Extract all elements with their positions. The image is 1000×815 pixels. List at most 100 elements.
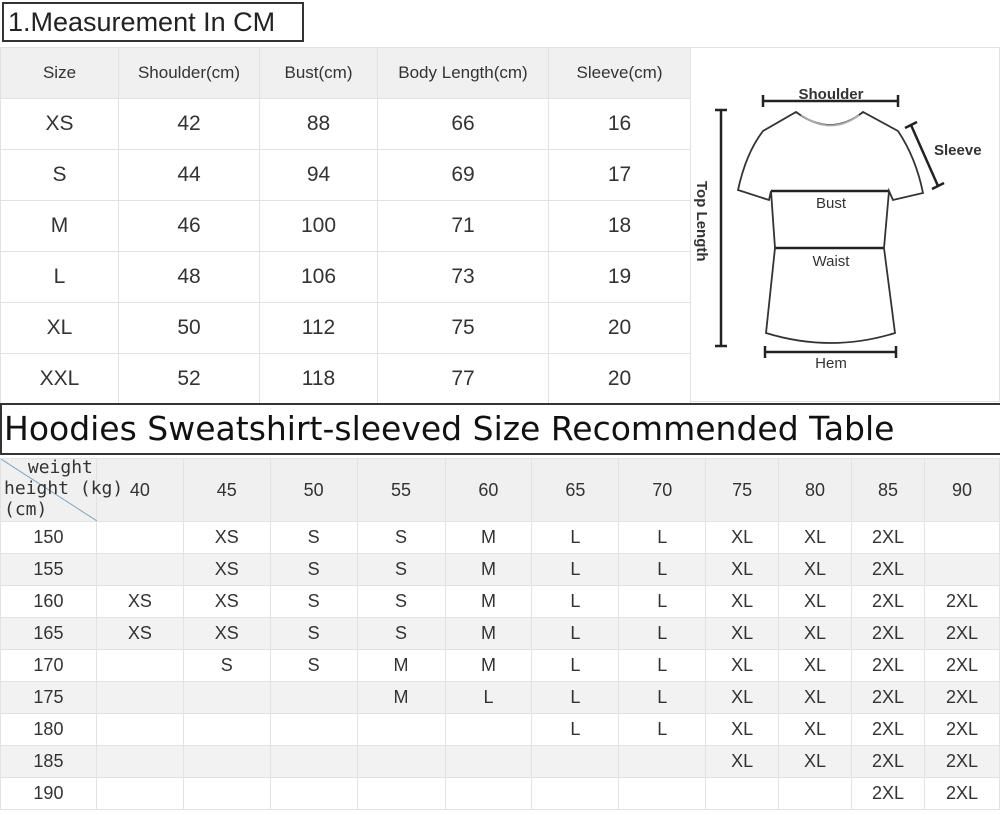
size-cell: L — [618, 585, 707, 618]
size-cell — [269, 777, 358, 810]
size-cell — [95, 649, 184, 682]
size-cell: S — [182, 649, 271, 682]
size-cell: XL — [705, 585, 780, 618]
measurement-cell: 75 — [377, 302, 549, 354]
size-cell: 2XL — [923, 745, 1000, 778]
size-cell: XL — [705, 649, 780, 682]
size-cell: XL — [705, 713, 780, 746]
size-cell: XL — [778, 553, 853, 586]
corner-cm-label: (cm) — [4, 499, 48, 520]
size-cell: 2XL — [851, 617, 925, 650]
weight-header-cell: 45 — [182, 458, 271, 522]
tshirt-measurement-diagram: Shoulder Sleeve Bust Waist Hem Top Lengt… — [690, 47, 1000, 402]
size-cell: S — [269, 649, 358, 682]
height-cell: 155 — [0, 553, 97, 586]
size-cell: S — [356, 553, 446, 586]
size-cell: M — [356, 649, 446, 682]
measurement-cell: 20 — [548, 353, 691, 405]
size-cell: 2XL — [923, 617, 1000, 650]
size-cell — [95, 745, 184, 778]
table-row: 150 XS S S M L L XL XL 2XL — [0, 521, 1000, 554]
size-cell: L — [531, 713, 620, 746]
column-header: Bust(cm) — [259, 47, 378, 99]
size-cell: 2XL — [851, 649, 925, 682]
weight-header-cell: 55 — [356, 458, 446, 522]
size-cell: XL — [778, 681, 853, 714]
weight-header-cell: 70 — [618, 458, 707, 522]
measurement-cell: 69 — [377, 149, 549, 201]
weight-header-cell: 85 — [851, 458, 925, 522]
size-cell: S — [0, 149, 119, 201]
table-row: 155 XS S S M L L XL XL 2XL — [0, 553, 1000, 586]
table-row: 185 XL XL 2XL 2XL — [0, 745, 1000, 778]
table-row: 165 XS XS S S M L L XL XL 2XL 2XL — [0, 617, 1000, 650]
size-cell — [356, 745, 446, 778]
size-cell: L — [618, 617, 707, 650]
size-cell: L — [618, 649, 707, 682]
size-cell: 2XL — [923, 777, 1000, 810]
size-cell: XL — [778, 521, 853, 554]
height-cell: 180 — [0, 713, 97, 746]
size-cell — [444, 713, 533, 746]
size-cell: L — [531, 585, 620, 618]
table-row: L 48 106 73 19 — [0, 251, 691, 303]
measurement-cell: 52 — [118, 353, 260, 405]
size-cell: L — [531, 553, 620, 586]
corner-height-label: height (kg) — [4, 478, 124, 499]
measurement-cell: 19 — [548, 251, 691, 303]
size-cell — [182, 777, 271, 810]
size-cell: 2XL — [923, 681, 1000, 714]
size-cell: L — [531, 649, 620, 682]
weight-header-cell: 75 — [705, 458, 780, 522]
size-cell — [444, 745, 533, 778]
measurement-cell: 112 — [259, 302, 378, 354]
size-cell: 2XL — [923, 713, 1000, 746]
measurement-cell: 17 — [548, 149, 691, 201]
diagram-label-shoulder: Shoulder — [798, 86, 863, 103]
size-cell — [356, 777, 446, 810]
size-cell: XS — [0, 98, 119, 150]
size-cell: M — [444, 617, 533, 650]
measurement-cell: 46 — [118, 200, 260, 252]
size-cell: 2XL — [923, 649, 1000, 682]
measurement-table: Size Shoulder(cm) Bust(cm) Body Length(cm) S… — [0, 47, 691, 405]
height-cell: 165 — [0, 617, 97, 650]
measurement-cell: 48 — [118, 251, 260, 303]
size-cell — [182, 745, 271, 778]
table-row: XL 50 112 75 20 — [0, 302, 691, 354]
size-cell: S — [269, 521, 358, 554]
table-row: 190 2XL 2XL — [0, 777, 1000, 810]
size-cell — [269, 745, 358, 778]
section-title-recommend: Hoodies Sweatshirt-sleeved Size Recommen… — [0, 403, 1000, 455]
size-cell: XL — [705, 553, 780, 586]
column-header: Sleeve(cm) — [548, 47, 691, 99]
size-cell: XL — [778, 713, 853, 746]
size-cell: M — [0, 200, 119, 252]
size-cell: L — [531, 681, 620, 714]
diagram-label-sleeve: Sleeve — [934, 142, 982, 159]
table-row: XXL 52 118 77 20 — [0, 353, 691, 405]
size-cell — [705, 777, 780, 810]
size-cell: 2XL — [851, 521, 925, 554]
size-cell — [95, 777, 184, 810]
measurement-cell: 66 — [377, 98, 549, 150]
weight-header-cell: 40 — [95, 458, 184, 522]
size-cell: XL — [778, 617, 853, 650]
size-cell — [444, 777, 533, 810]
size-cell — [269, 681, 358, 714]
corner-header-cell: weight height (kg) (cm) — [0, 458, 123, 522]
diagram-label-waist: Waist — [813, 253, 851, 270]
table-row: 160 XS XS S S M L L XL XL 2XL 2XL — [0, 585, 1000, 618]
table-row: XS 42 88 66 16 — [0, 98, 691, 150]
measurement-cell: 71 — [377, 200, 549, 252]
size-cell: M — [444, 649, 533, 682]
size-cell: M — [444, 553, 533, 586]
size-cell — [182, 681, 271, 714]
size-recommend-table: weight height (kg) (cm) 40 45 50 55 60 65 70 75… — [0, 458, 1000, 810]
table-row: 180 L L XL XL 2XL 2XL — [0, 713, 1000, 746]
diagram-label-bust: Bust — [816, 195, 847, 212]
weight-header-cell: 90 — [923, 458, 1000, 522]
column-header: Shoulder(cm) — [118, 47, 260, 99]
size-cell: XS — [182, 521, 271, 554]
measurement-cell: 77 — [377, 353, 549, 405]
